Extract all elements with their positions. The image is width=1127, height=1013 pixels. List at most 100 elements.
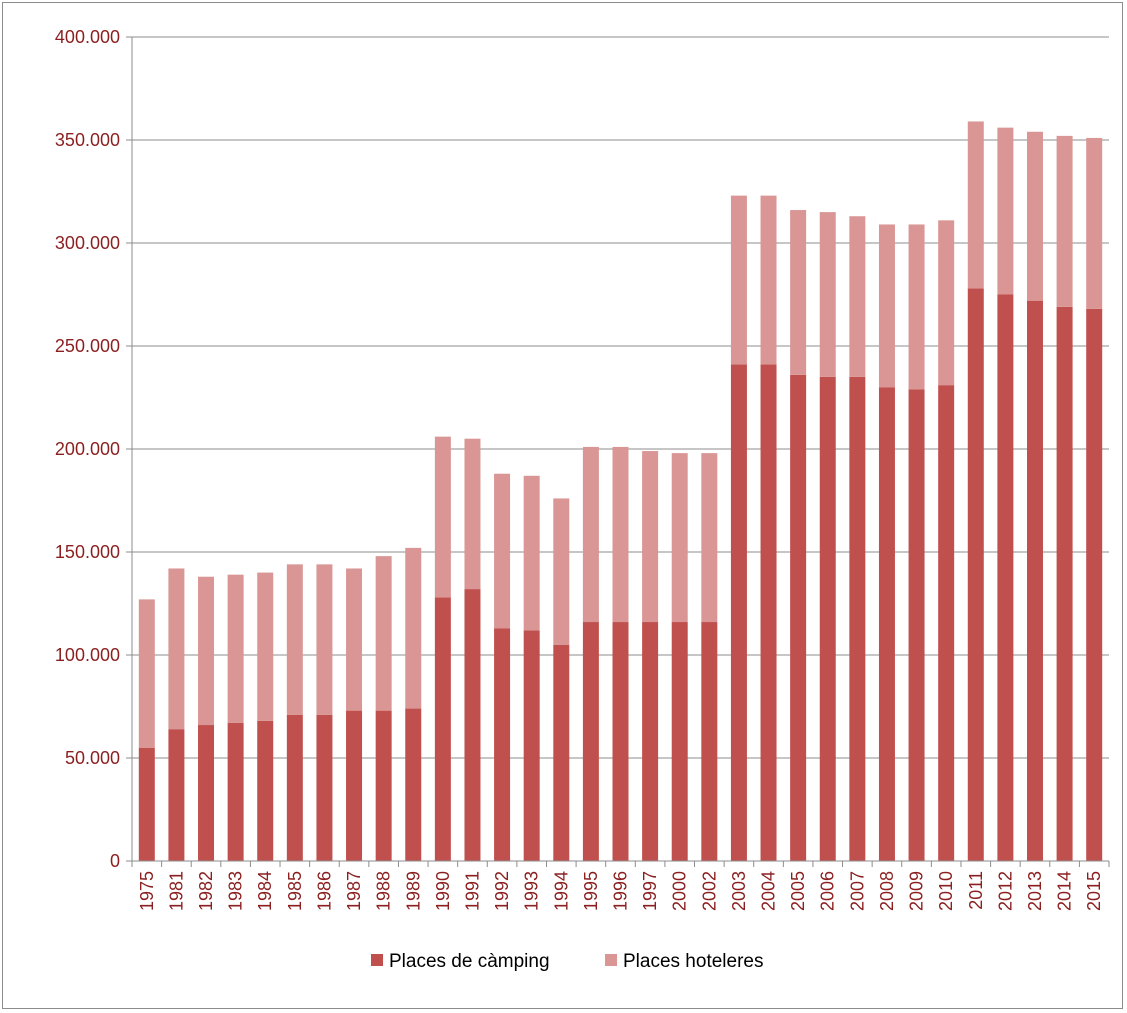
bar-camping-1988 xyxy=(375,710,392,861)
y-tick-label: 150.000 xyxy=(55,542,120,562)
bar-camping-2002 xyxy=(701,622,718,861)
bar-camping-2012 xyxy=(997,294,1014,861)
bar-hotel-2013 xyxy=(1026,131,1043,301)
bar-hotel-2006 xyxy=(819,212,836,377)
legend-swatch-camping xyxy=(371,954,383,966)
bar-hotel-2009 xyxy=(908,224,925,390)
x-tick-label: 2002 xyxy=(699,871,719,911)
bar-camping-1994 xyxy=(553,644,570,861)
bar-camping-2005 xyxy=(790,374,807,861)
bar-camping-1990 xyxy=(434,597,451,861)
bar-hotel-1995 xyxy=(582,446,599,623)
bar-camping-2006 xyxy=(819,376,836,861)
x-tick-label: 2007 xyxy=(847,871,867,911)
legend: Places de càmping Places hoteleres xyxy=(371,951,763,972)
x-tick-label: 2005 xyxy=(788,871,808,911)
x-tick-label: 1987 xyxy=(344,871,364,911)
bar-hotel-1991 xyxy=(464,438,481,590)
legend-label-camping: Places de càmping xyxy=(389,951,550,972)
bar-camping-1997 xyxy=(642,622,659,861)
legend-label-hotel: Places hoteleres xyxy=(623,951,763,972)
y-tick-label: 0 xyxy=(110,851,120,871)
bar-hotel-2003 xyxy=(730,195,747,365)
bar-camping-1987 xyxy=(346,710,363,861)
x-tick-label: 1986 xyxy=(314,871,334,911)
bar-hotel-1985 xyxy=(286,564,303,715)
bar-camping-2009 xyxy=(908,389,925,861)
y-tick-label: 400.000 xyxy=(55,27,120,47)
x-tick-label: 1993 xyxy=(522,871,542,911)
bar-hotel-1986 xyxy=(316,564,333,715)
bar-camping-2000 xyxy=(671,622,688,861)
x-tick-label: 2011 xyxy=(966,871,986,910)
y-tick-label: 100.000 xyxy=(55,645,120,665)
x-tick-label: 2013 xyxy=(1025,871,1045,911)
chart-svg: 0 50.000 100.000 150.000 200.000 250.000 300.0… xyxy=(55,27,1110,972)
bars xyxy=(138,121,1103,861)
y-tick-label: 300.000 xyxy=(55,233,120,253)
y-tick-label: 50.000 xyxy=(65,748,120,768)
bar-camping-1982 xyxy=(198,725,215,861)
bar-hotel-1975 xyxy=(138,599,155,748)
x-tick-label: 2003 xyxy=(729,871,749,911)
bar-camping-1981 xyxy=(168,729,185,861)
bar-camping-1989 xyxy=(405,708,422,861)
x-tick-label: 1981 xyxy=(166,871,186,911)
x-tick-label: 1985 xyxy=(285,871,305,911)
bar-camping-1995 xyxy=(582,622,599,861)
y-tick-label: 350.000 xyxy=(55,130,120,150)
bar-hotel-1996 xyxy=(612,446,629,623)
x-tick-label: 2014 xyxy=(1055,871,1075,911)
x-tick-label: 1989 xyxy=(403,871,423,911)
bar-camping-1983 xyxy=(227,722,244,861)
bar-hotel-1997 xyxy=(642,451,659,623)
bar-camping-2010 xyxy=(938,385,955,861)
x-tick-label: 1988 xyxy=(374,871,394,911)
x-tick-label: 2010 xyxy=(936,871,956,911)
bar-hotel-2011 xyxy=(967,121,984,289)
x-tick-label: 1983 xyxy=(226,871,246,911)
x-tick-label: 1997 xyxy=(640,871,660,911)
bar-hotel-2012 xyxy=(997,127,1014,295)
bar-camping-2015 xyxy=(1086,308,1103,861)
bar-hotel-1987 xyxy=(346,568,363,711)
bar-camping-2007 xyxy=(849,376,866,861)
bar-hotel-1992 xyxy=(494,473,511,629)
bar-hotel-1994 xyxy=(553,498,570,645)
bar-camping-2004 xyxy=(760,364,777,861)
x-axis-tick-labels: 1975 1981 1982 1983 1984 1985 1986 1987 1988 1989… xyxy=(131,861,1110,911)
bar-hotel-2000 xyxy=(671,453,688,623)
x-tick-label: 2006 xyxy=(818,871,838,911)
y-axis-tick-labels: 0 50.000 100.000 150.000 200.000 250.000 300.0… xyxy=(55,27,120,871)
x-tick-label: 1992 xyxy=(492,871,512,911)
x-tick-label: 2004 xyxy=(759,871,779,911)
bar-hotel-2015 xyxy=(1086,137,1103,309)
bar-camping-1993 xyxy=(523,630,540,861)
bar-hotel-1981 xyxy=(168,568,185,730)
bar-camping-1991 xyxy=(464,589,481,861)
bar-camping-1984 xyxy=(257,720,274,861)
x-tick-label: 1991 xyxy=(462,871,482,911)
bar-camping-1975 xyxy=(138,747,155,861)
bar-camping-2003 xyxy=(730,364,747,861)
bar-camping-2008 xyxy=(878,387,895,861)
bar-hotel-2002 xyxy=(701,453,718,623)
bar-camping-2011 xyxy=(967,288,984,861)
x-tick-label: 1982 xyxy=(196,871,216,911)
bar-camping-1992 xyxy=(494,628,511,861)
bar-hotel-2004 xyxy=(760,195,777,365)
bar-camping-2014 xyxy=(1056,306,1073,861)
bar-hotel-1988 xyxy=(375,556,392,711)
bar-hotel-1989 xyxy=(405,547,422,709)
bar-camping-1985 xyxy=(286,714,303,861)
x-tick-label: 2015 xyxy=(1084,871,1104,911)
bar-hotel-2014 xyxy=(1056,135,1073,307)
y-tick-label: 200.000 xyxy=(55,439,120,459)
x-tick-label: 1995 xyxy=(581,871,601,911)
bar-camping-2013 xyxy=(1026,300,1043,861)
bar-hotel-1983 xyxy=(227,574,244,723)
bar-hotel-2007 xyxy=(849,216,866,377)
legend-swatch-hotel xyxy=(605,954,617,966)
x-tick-label: 1990 xyxy=(433,871,453,911)
bar-camping-1986 xyxy=(316,714,333,861)
